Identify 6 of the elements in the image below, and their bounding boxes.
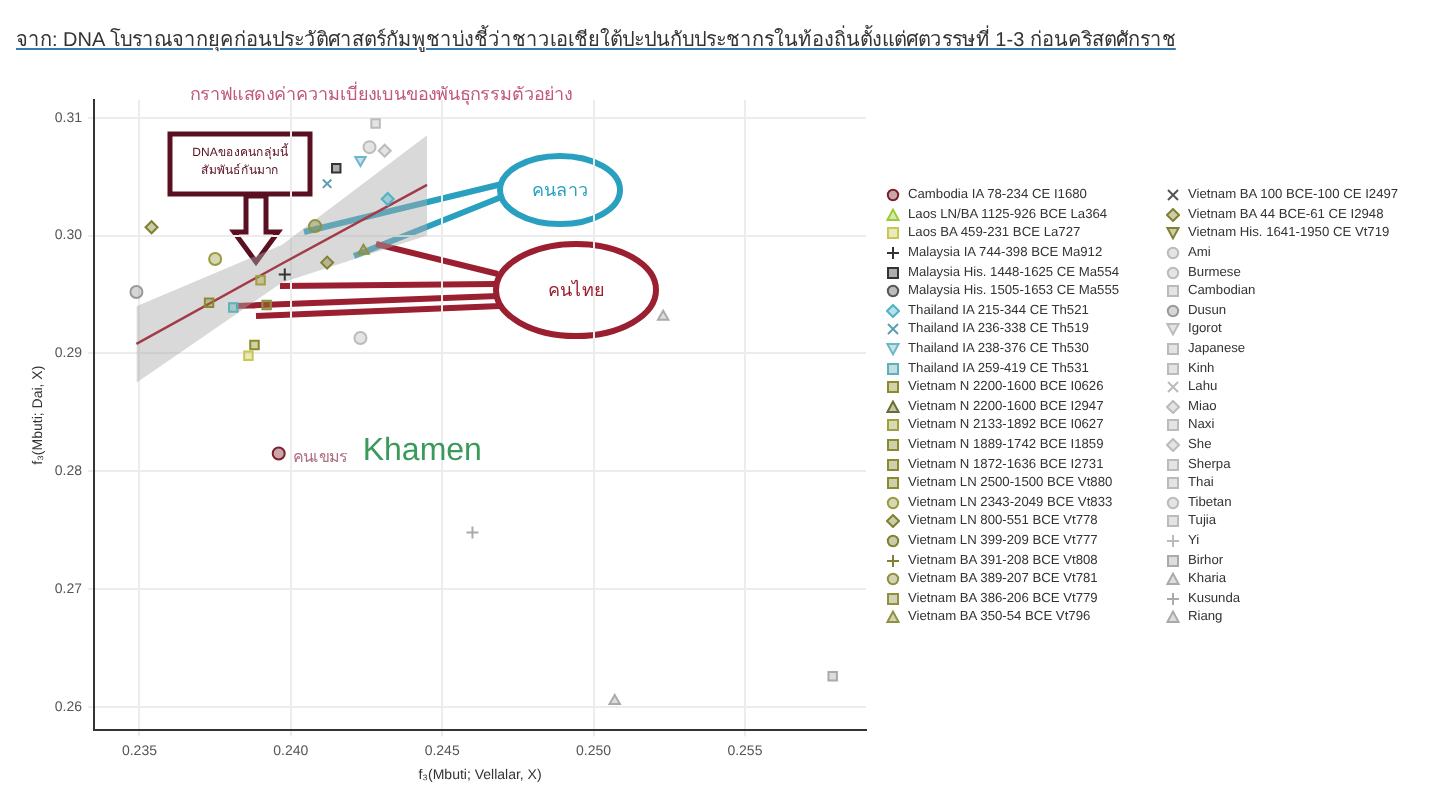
annotation: คนลาว — [532, 178, 588, 204]
annotation: Khamen — [362, 433, 482, 470]
chart-subtitle: กราฟแสดงค่าความเบี่ยงเบนของพันธุกรรมตัวอย่าง — [190, 80, 573, 108]
chart-title: จาก: DNA โบราณจากยุคก่อนประวัติศาสตร์กัมพูชาบ่งชี้ว่าชาวเอเชียใต้ปะปนกับประชากรในท้องถิ่นตั้งแต่ศตวรรษที่ 1-3 ก่อนคริสตศักราช — [16, 24, 1176, 54]
annotation: คนไทย — [548, 278, 604, 304]
annotation: คนเขมร — [292, 445, 347, 470]
